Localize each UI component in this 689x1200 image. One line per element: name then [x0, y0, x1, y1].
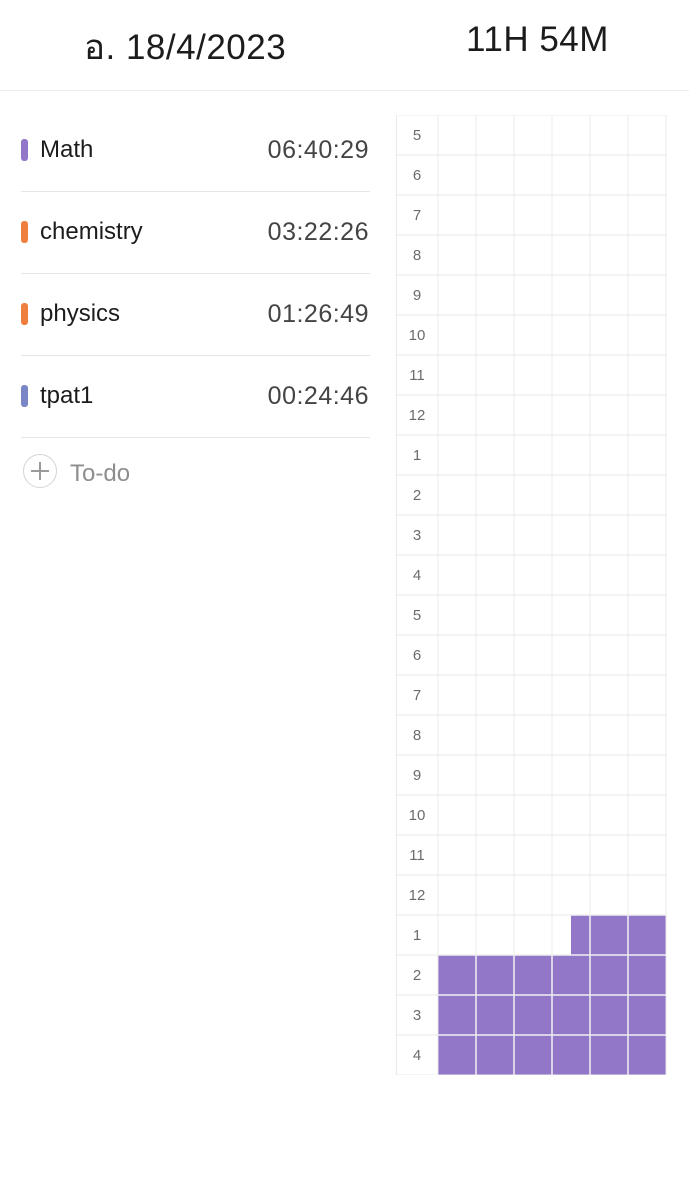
subject-name: Math	[40, 136, 94, 163]
subject-name: chemistry	[40, 218, 143, 245]
add-todo-button[interactable]: To-do	[21, 438, 370, 508]
hour-label: 9	[413, 767, 421, 784]
total-study-time: 11H 54M	[466, 20, 609, 59]
header: อ. 18/4/2023 11H 54M	[0, 0, 689, 91]
hour-label: 3	[413, 1007, 421, 1024]
hour-label: 8	[413, 247, 421, 264]
subject-row-physics[interactable]: physics 01:26:49	[21, 274, 370, 356]
subject-color-marker	[21, 221, 28, 243]
subject-list: Math 06:40:29 chemistry 03:22:26 physics…	[21, 110, 370, 508]
hour-label: 5	[413, 127, 421, 144]
plus-icon	[23, 454, 57, 488]
subject-row-chemistry[interactable]: chemistry 03:22:26	[21, 192, 370, 274]
hour-label: 6	[413, 647, 421, 664]
subject-row-math[interactable]: Math 06:40:29	[21, 110, 370, 192]
subject-time: 03:22:26	[267, 218, 369, 246]
hour-label: 2	[413, 487, 421, 504]
subject-name: physics	[40, 300, 121, 327]
hour-label: 7	[413, 207, 421, 224]
hour-label: 4	[413, 567, 421, 584]
hour-label: 3	[413, 527, 421, 544]
session-block	[571, 915, 666, 955]
subject-color-marker	[21, 139, 28, 161]
date-label[interactable]: อ. 18/4/2023	[84, 28, 287, 67]
hour-label: 10	[409, 807, 426, 824]
hour-label: 2	[413, 967, 421, 984]
hour-label: 6	[413, 167, 421, 184]
hour-label: 11	[409, 367, 425, 384]
hour-label: 1	[413, 447, 421, 464]
hour-label: 4	[413, 1047, 421, 1064]
subject-name: tpat1	[40, 382, 94, 409]
hour-label: 1	[413, 927, 421, 944]
hour-label: 5	[413, 607, 421, 624]
todo-label: To-do	[70, 460, 131, 487]
subject-color-marker	[21, 303, 28, 325]
subject-time: 01:26:49	[267, 300, 369, 328]
hour-label: 10	[409, 327, 426, 344]
hour-label: 7	[413, 687, 421, 704]
hour-label: 11	[409, 847, 425, 864]
subject-color-marker	[21, 385, 28, 407]
hour-label: 12	[409, 407, 426, 424]
subject-time: 06:40:29	[267, 136, 369, 164]
hour-label: 12	[409, 887, 426, 904]
timetable: 5 6 7 8 9 10 11 12 1 2 3 4 5 6 7 8 9 10 11 12 1 2 3 4	[396, 115, 668, 1075]
subject-row-tpat1[interactable]: tpat1 00:24:46	[21, 356, 370, 438]
hour-label: 9	[413, 287, 421, 304]
subject-time: 00:24:46	[267, 382, 369, 410]
hour-label: 8	[413, 727, 421, 744]
